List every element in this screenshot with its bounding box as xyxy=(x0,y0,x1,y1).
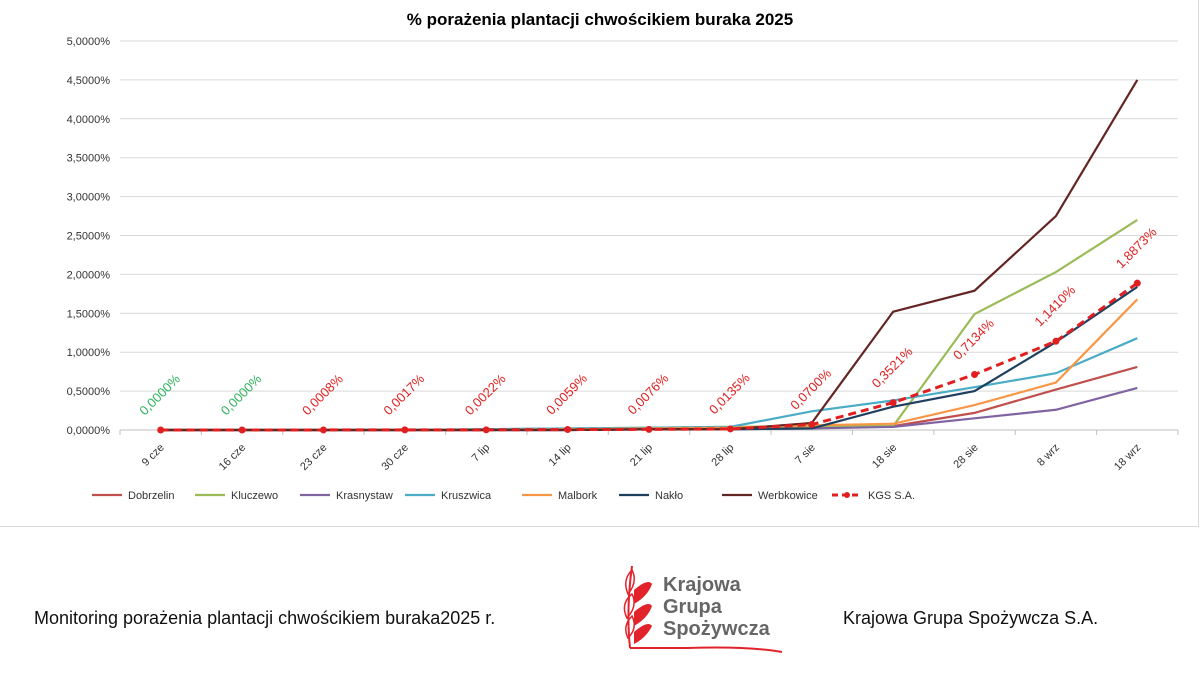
data-point xyxy=(808,421,816,429)
y-tick-label: 2,0000% xyxy=(67,269,111,281)
data-point xyxy=(1052,337,1060,345)
y-tick-label: 0,5000% xyxy=(67,386,111,398)
data-point xyxy=(482,426,490,434)
legend-label: Krasnystaw xyxy=(336,490,393,502)
x-tick-label: 7 lip xyxy=(470,442,493,465)
data-label: 0,0008% xyxy=(299,371,346,418)
y-tick-label: 4,0000% xyxy=(67,114,111,126)
x-tick-label: 18 sie xyxy=(870,442,899,471)
legend-label: Dobrzelin xyxy=(128,490,174,502)
legend-label: Werbkowice xyxy=(758,490,818,502)
data-label: 0,0017% xyxy=(380,371,427,418)
data-point xyxy=(564,426,572,434)
legend-label: Kluczewo xyxy=(231,490,278,502)
legend-label: Nakło xyxy=(655,490,683,502)
x-tick-label: 28 lip xyxy=(709,442,736,469)
data-point xyxy=(971,370,979,378)
y-tick-label: 1,5000% xyxy=(67,308,111,320)
legend-label: Kruszwica xyxy=(441,490,492,502)
y-tick-label: 3,5000% xyxy=(67,153,111,165)
data-label: 0,3521% xyxy=(869,344,916,391)
data-point xyxy=(157,426,165,434)
data-label: 0,0000% xyxy=(218,371,265,418)
logo-text-1: Krajowa xyxy=(663,574,741,596)
x-tick-label: 7 sie xyxy=(793,442,818,467)
logo-text-2: Grupa xyxy=(663,596,722,618)
series-line-werbkowice xyxy=(160,79,1139,432)
legend-label: KGS S.A. xyxy=(868,490,915,502)
chart-title: % porażenia plantacji chwościkiem buraka… xyxy=(406,10,794,29)
footer-left-text: Monitoring porażenia plantacji chwościki… xyxy=(34,608,496,628)
x-tick-label: 28 sie xyxy=(951,442,980,471)
x-tick-label: 23 cze xyxy=(298,442,329,473)
y-tick-label: 3,0000% xyxy=(67,192,111,204)
chart-frame xyxy=(0,0,1199,527)
data-point xyxy=(726,425,734,433)
data-point xyxy=(319,426,327,434)
x-tick-label: 16 cze xyxy=(217,442,248,473)
data-label: 0,0700% xyxy=(787,365,834,412)
x-tick-label: 8 wrz xyxy=(1035,442,1062,469)
legend-label: Malbork xyxy=(558,490,598,502)
data-label: 0,0022% xyxy=(462,371,509,418)
y-tick-label: 5,0000% xyxy=(67,36,111,48)
y-tick-label: 2,5000% xyxy=(67,231,111,243)
data-point xyxy=(401,426,409,434)
data-label: 0,0000% xyxy=(136,371,183,418)
y-tick-label: 0,0000% xyxy=(67,425,111,437)
x-tick-label: 9 cze xyxy=(140,442,167,469)
legend-marker xyxy=(844,492,850,498)
data-label: 0,0059% xyxy=(543,370,590,417)
data-label: 1,1410% xyxy=(1031,282,1078,329)
data-point xyxy=(1133,279,1141,287)
y-tick-label: 4,5000% xyxy=(67,75,111,87)
company-logo: Krajowa Grupa Spożywcza xyxy=(618,560,788,655)
data-point xyxy=(238,426,246,434)
x-tick-label: 21 lip xyxy=(628,442,655,469)
data-point xyxy=(645,425,653,433)
data-label: 0,0135% xyxy=(706,370,753,417)
data-point xyxy=(889,399,897,407)
x-tick-label: 30 cze xyxy=(380,442,411,473)
y-tick-label: 1,0000% xyxy=(67,347,111,359)
line-chart: 0,0000% 0,5000% 1,0000% 1,5000% 2,0000% 2,500… xyxy=(67,36,1179,502)
wheat-icon xyxy=(623,565,783,653)
x-tick-label: 14 lip xyxy=(547,442,574,469)
x-tick-label: 18 wrz xyxy=(1112,442,1143,473)
footer-right-text: Krajowa Grupa Spożywcza S.A. xyxy=(843,608,1099,628)
logo-text-3: Spożywcza xyxy=(663,618,770,640)
data-label: 0,0076% xyxy=(625,370,672,417)
